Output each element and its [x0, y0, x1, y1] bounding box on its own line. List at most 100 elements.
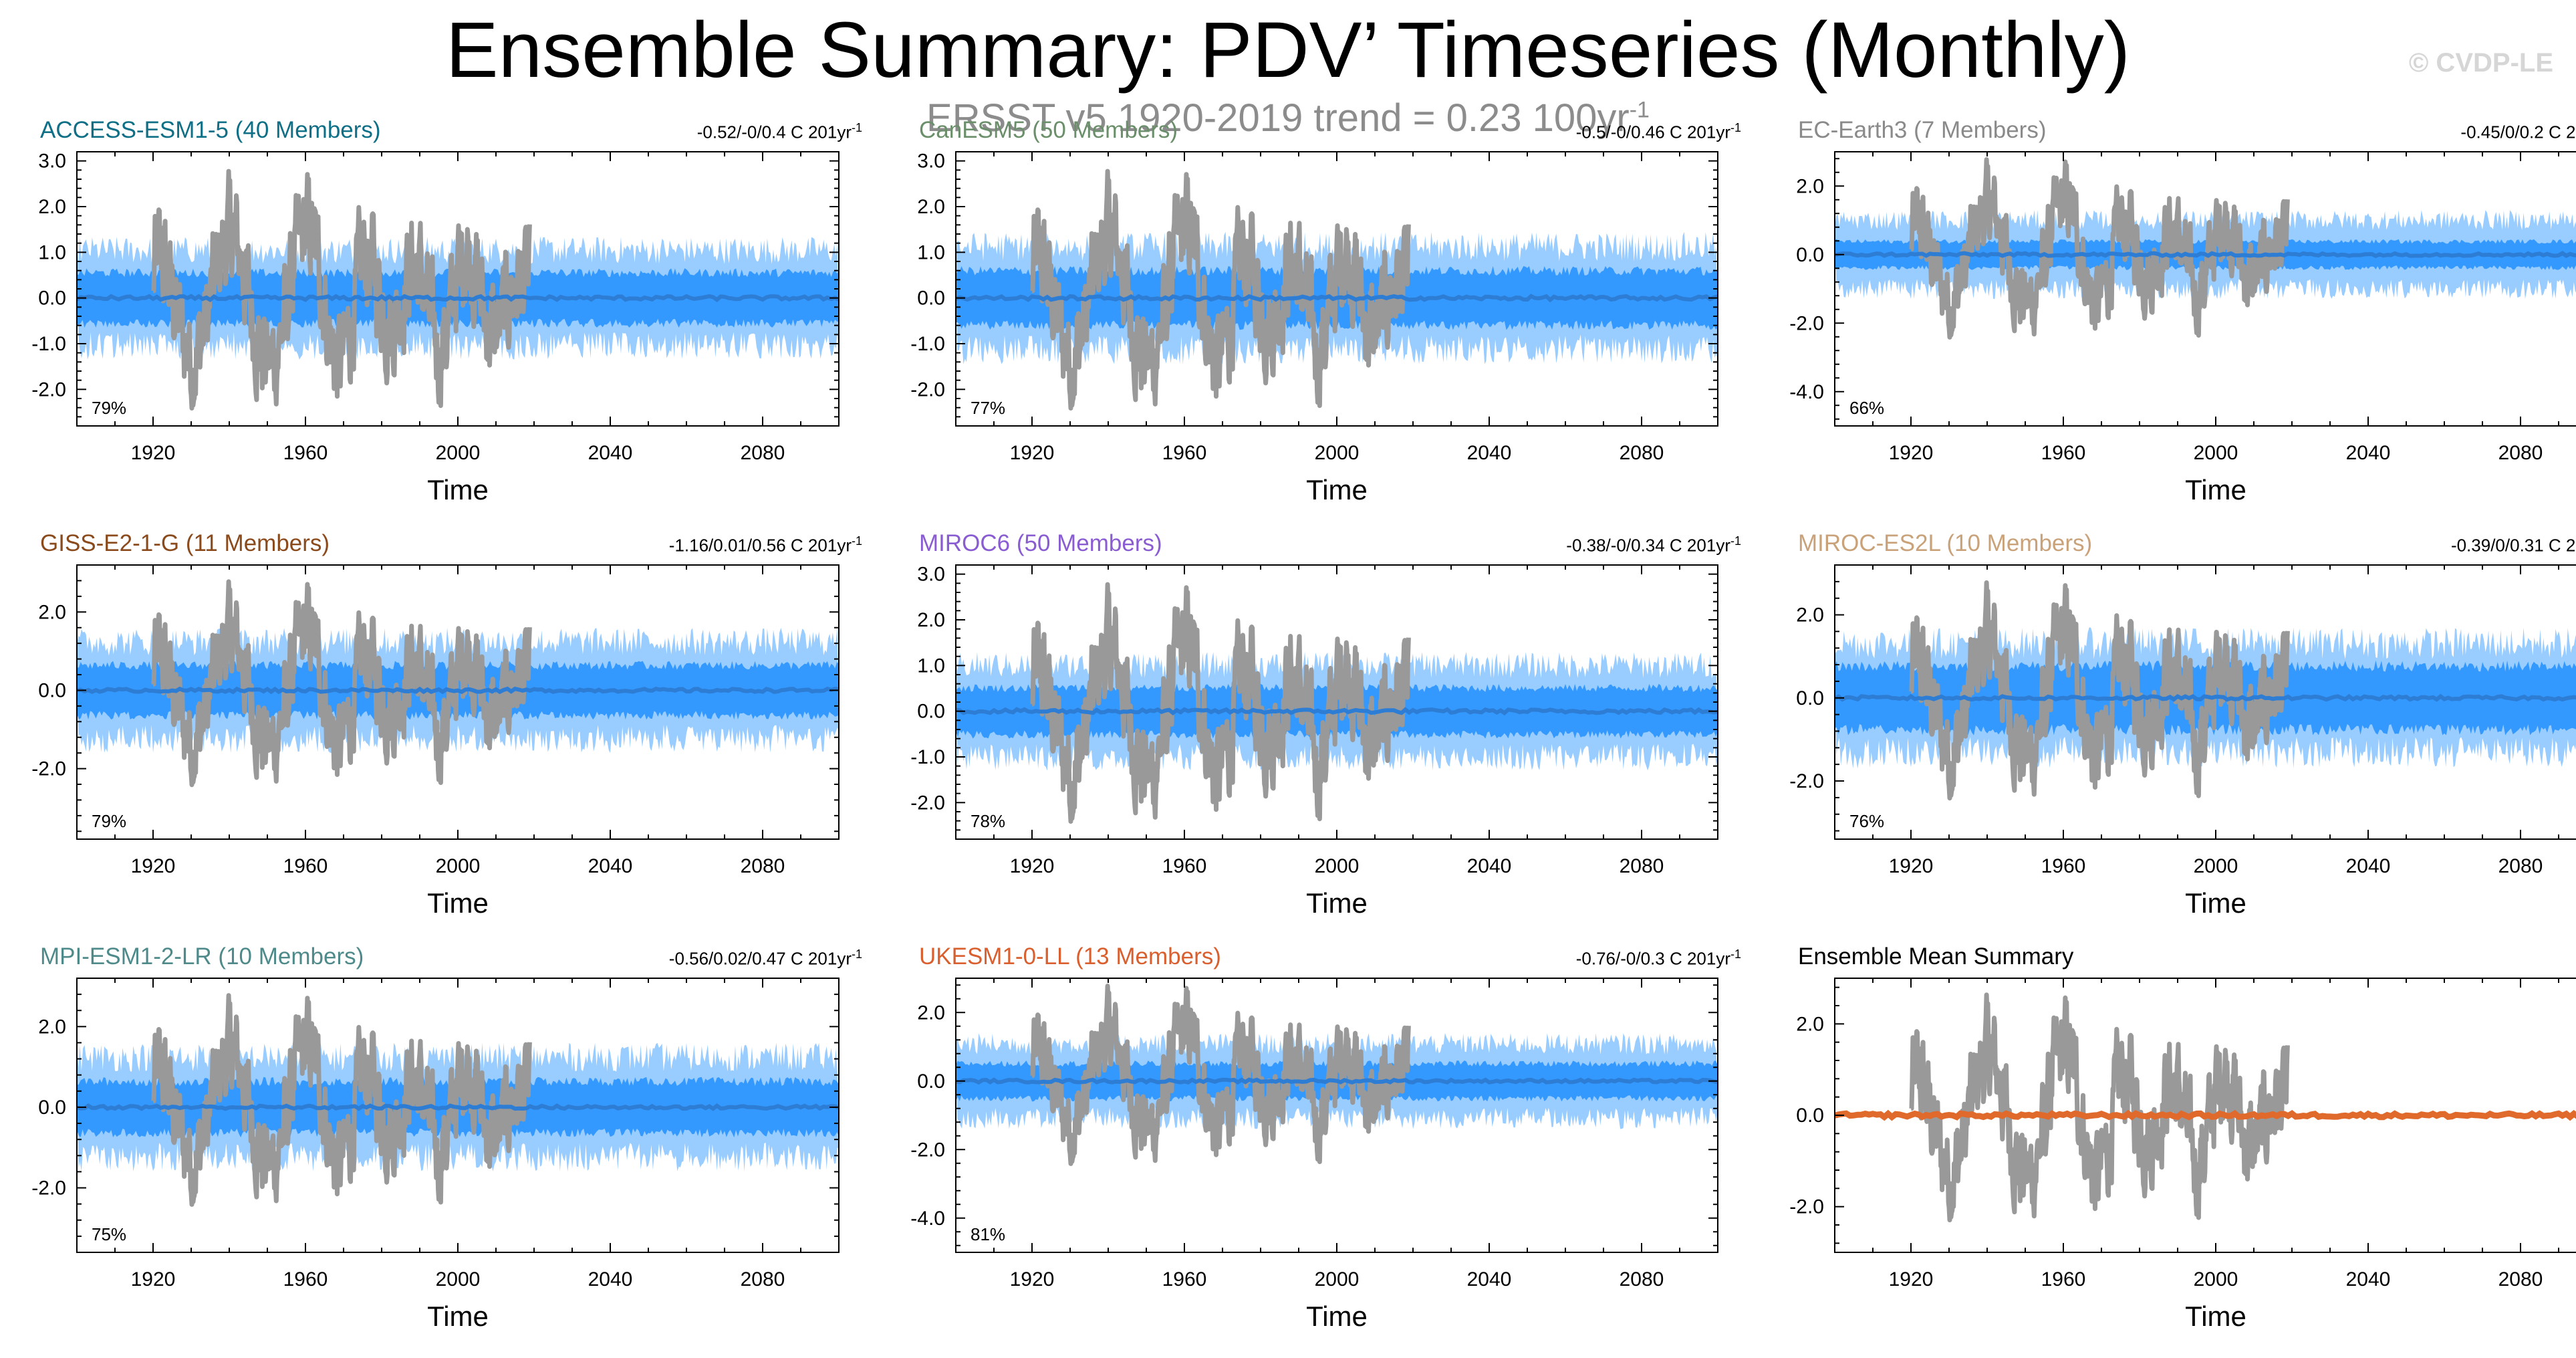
- y-tick-label: 2.0: [38, 196, 66, 218]
- x-tick-label: 1960: [2041, 1268, 2086, 1290]
- x-axis-title: Time: [1306, 474, 1368, 505]
- x-axis-title: Time: [2185, 887, 2246, 919]
- y-tick-label: -2.0: [910, 1139, 945, 1161]
- main-title: Ensemble Summary: PDV’ Timeseries (Month…: [445, 6, 2131, 94]
- cvdp-credit: © CVDP-LE: [2408, 48, 2553, 78]
- panel-trend-stats-text: -0.52/-0/0.4 C 201yr: [696, 122, 852, 142]
- percent-label: 79%: [92, 811, 126, 831]
- panel-trend-stats: -0.5/-0/0.46 C 201yr-1: [1576, 121, 1741, 143]
- x-axis-title: Time: [2185, 474, 2246, 505]
- y-tick-label: 1.0: [917, 241, 945, 263]
- x-axis-title: Time: [2185, 1300, 2246, 1332]
- percent-label: 66%: [1849, 398, 1884, 418]
- timeseries-plot: 1920 1960 2000 2040 2080 -2.0 0.0 2.0 75% Time: [31, 978, 840, 1332]
- x-tick-label: 2000: [2194, 442, 2238, 464]
- x-tick-label: 1920: [1010, 855, 1055, 877]
- panel-trend-stats-superscript: -1: [851, 534, 862, 548]
- x-tick-label: 2080: [2498, 855, 2543, 877]
- plot-area: [956, 582, 1718, 824]
- x-tick-label: 2080: [1620, 1268, 1664, 1290]
- x-tick-label: 2000: [1315, 1268, 1360, 1290]
- x-tick-label: 1920: [131, 442, 176, 464]
- obs-trend-text: ERSST v5 1920-2019 trend = 0.23 100yr: [926, 96, 1630, 140]
- ensemble-mean-line: [1835, 693, 2576, 702]
- percent-label: 76%: [1849, 811, 1884, 831]
- panel-trend-stats: -0.76/-0/0.3 C 201yr-1: [1576, 947, 1741, 970]
- y-tick-label: -2.0: [1789, 312, 1824, 334]
- timeseries-plot: 1920 1960 2000 2040 2080 -2.0 -1.0 0.0 1.0 2.0 3.0…: [910, 150, 1718, 505]
- x-tick-label: 2000: [1315, 855, 1360, 877]
- plot-area: [77, 579, 839, 788]
- x-tick-label: 2040: [1467, 442, 1512, 464]
- obs-trend-subtitle: ERSST v5 1920-2019 trend = 0.23 100yr-1: [0, 97, 2576, 140]
- x-axis-title: Time: [1306, 1300, 1368, 1332]
- x-axis-title: Time: [427, 1300, 489, 1332]
- panel-canesm5: CanESM5 (50 Members) -0.5/-0/0.46 C 201yr…: [910, 117, 1741, 532]
- percent-label: 81%: [971, 1224, 1005, 1244]
- x-tick-label: 2000: [436, 1268, 481, 1290]
- panel-trend-stats: -0.56/0.02/0.47 C 201yr-1: [669, 947, 862, 970]
- y-tick-label: -2.0: [910, 792, 945, 814]
- panel-trend-stats-superscript: -1: [1730, 534, 1741, 548]
- y-tick-label: 1.0: [38, 241, 66, 263]
- x-tick-label: 2040: [2346, 855, 2391, 877]
- x-tick-label: 2040: [1467, 1268, 1512, 1290]
- y-tick-label: -4.0: [910, 1208, 945, 1230]
- y-tick-label: -2.0: [910, 378, 945, 401]
- x-tick-label: 1960: [1162, 1268, 1207, 1290]
- obs-trend-superscript: -1: [1629, 97, 1650, 123]
- x-tick-label: 2080: [741, 855, 785, 877]
- observed-series-line: [151, 579, 532, 788]
- panel-title: MIROC6 (50 Members): [919, 530, 1162, 556]
- panel-trend-stats-text: -0.5/-0/0.46 C 201yr: [1575, 122, 1730, 142]
- y-tick-label: -2.0: [1789, 770, 1824, 792]
- y-tick-label: 0.0: [1796, 244, 1824, 266]
- x-tick-label: 2000: [2194, 1268, 2238, 1290]
- y-tick-label: 2.0: [1796, 604, 1824, 627]
- y-tick-label: 2.0: [917, 1002, 945, 1024]
- x-tick-label: 2040: [2346, 442, 2391, 464]
- ensemble-mean-line: [956, 707, 1718, 716]
- ensemble-mean-line: [1835, 1109, 2576, 1121]
- percent-label: 77%: [971, 398, 1005, 418]
- x-tick-label: 2000: [436, 442, 481, 464]
- x-axis-title: Time: [1306, 887, 1368, 919]
- observed-series-line: [1030, 984, 1411, 1166]
- x-tick-label: 1920: [1010, 442, 1055, 464]
- y-tick-label: -1.0: [31, 333, 66, 355]
- x-tick-label: 1960: [283, 855, 328, 877]
- y-tick-label: 3.0: [917, 564, 945, 586]
- x-tick-label: 1960: [2041, 855, 2086, 877]
- x-tick-label: 1960: [1162, 855, 1207, 877]
- x-tick-label: 1920: [1889, 1268, 1934, 1290]
- x-tick-label: 1920: [1889, 442, 1934, 464]
- y-tick-label: 0.0: [1796, 687, 1824, 709]
- ensemble-mean-line: [956, 1077, 1718, 1085]
- y-tick-label: 1.0: [917, 655, 945, 677]
- y-tick-label: 0.0: [1796, 1105, 1824, 1127]
- percent-label: 79%: [92, 398, 126, 418]
- panel-trend-stats: -0.45/0/0.2 C 201yr-1: [2460, 121, 2576, 143]
- y-tick-label: 0.0: [917, 288, 945, 310]
- x-tick-label: 2080: [2498, 442, 2543, 464]
- observed-series-line: [151, 168, 532, 411]
- y-tick-label: 2.0: [38, 601, 66, 623]
- y-tick-label: 2.0: [917, 609, 945, 631]
- ensemble-mean-line: [77, 294, 839, 303]
- panel-trend-stats-text: -0.45/0/0.2 C 201yr: [2460, 122, 2576, 142]
- x-tick-label: 2080: [1620, 855, 1664, 877]
- panel-trend-stats-text: -0.39/0/0.31 C 201yr: [2450, 535, 2576, 556]
- y-tick-label: 0.0: [917, 701, 945, 723]
- panel-title: ACCESS-ESM1-5 (40 Members): [40, 117, 381, 143]
- plot-area: [1835, 580, 2576, 801]
- plot-area: [77, 168, 839, 411]
- x-tick-label: 1920: [131, 1268, 176, 1290]
- ensemble-mean-line: [956, 294, 1718, 303]
- panel-trend-stats-superscript: -1: [851, 121, 862, 134]
- x-tick-label: 1920: [1010, 1268, 1055, 1290]
- panel-trend-stats-text: -0.76/-0/0.3 C 201yr: [1575, 948, 1730, 969]
- x-tick-label: 1960: [283, 442, 328, 464]
- panel-title: Ensemble Mean Summary: [1798, 943, 2074, 970]
- x-axis-title: Time: [427, 887, 489, 919]
- observed-series-line: [1030, 168, 1411, 411]
